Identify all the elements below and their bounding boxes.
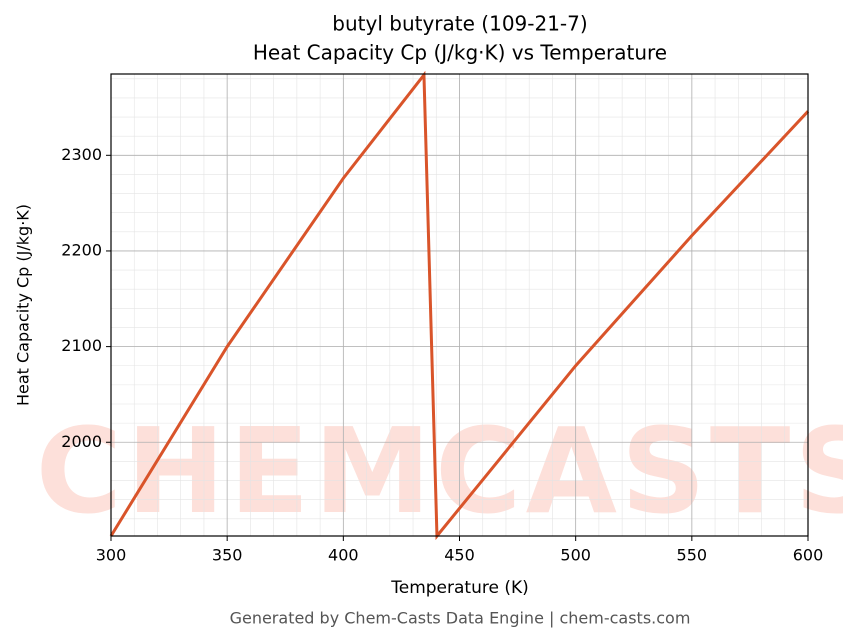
y-tick-label: 2200	[61, 240, 102, 259]
data-line	[109, 70, 810, 541]
x-tick-label: 450	[444, 546, 475, 565]
y-axis-label: Heat Capacity Cp (J/kg·K)	[14, 204, 33, 406]
x-tick-label: 400	[328, 546, 359, 565]
footer: Generated by Chem-Casts Data Engine | ch…	[230, 609, 691, 628]
x-tick-label: 550	[677, 546, 708, 565]
chart-title: butyl butyrate (109-21-7)	[332, 12, 587, 36]
y-tick-label: 2100	[61, 336, 102, 355]
x-tick-label: 300	[96, 546, 127, 565]
y-tick-label: 2300	[61, 145, 102, 164]
plot-frame	[110, 73, 809, 537]
watermark: CHEMCASTS	[36, 402, 843, 540]
x-tick-label: 500	[560, 546, 591, 565]
x-axis-label: Temperature (K)	[390, 578, 529, 598]
y-tick-label: 2000	[61, 432, 102, 451]
x-tick-label: 600	[793, 546, 824, 565]
x-tick-label: 350	[212, 546, 243, 565]
chart-subtitle: Heat Capacity Cp (J/kg·K) vs Temperature	[253, 41, 667, 65]
